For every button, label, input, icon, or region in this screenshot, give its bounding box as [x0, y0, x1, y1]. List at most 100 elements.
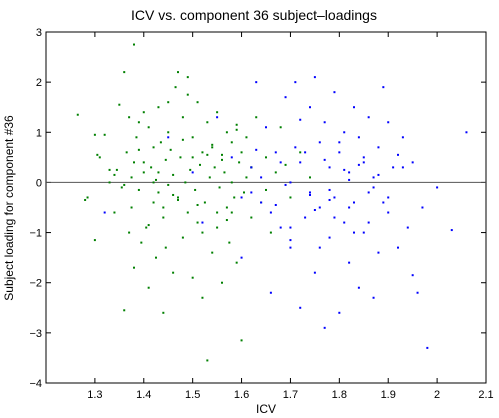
data-point [84, 198, 87, 201]
data-point [265, 188, 267, 191]
data-point [323, 326, 326, 329]
data-point [191, 156, 194, 159]
x-tick-label: 1.5 [185, 389, 200, 401]
data-point [113, 211, 116, 214]
data-point [284, 183, 287, 186]
data-point [357, 136, 360, 139]
data-point [157, 191, 160, 194]
data-point [235, 128, 238, 131]
data-point [140, 241, 143, 244]
data-point [294, 146, 297, 149]
data-point [142, 111, 145, 114]
data-point [348, 261, 351, 264]
data-point [98, 156, 101, 159]
data-point [299, 161, 302, 164]
data-point [357, 286, 360, 289]
data-point [123, 71, 126, 74]
data-point [186, 211, 189, 214]
data-point [177, 196, 179, 199]
x-axis: 1.3 1.4 1.5 1.6 1.7 1.8 1.9 2 2.1 [87, 32, 494, 401]
chart-title: ICV vs. component 36 subject–loadings [131, 7, 377, 23]
data-point [164, 246, 167, 249]
data-point [123, 183, 126, 186]
data-point [362, 231, 365, 234]
data-point [196, 221, 199, 224]
data-point [103, 211, 106, 214]
data-point [172, 193, 175, 196]
data-point [397, 246, 399, 249]
data-point [128, 116, 131, 119]
data-point [191, 136, 194, 139]
data-point [323, 158, 326, 161]
data-point [279, 226, 282, 229]
data-point [191, 276, 194, 279]
data-point [260, 176, 263, 179]
data-point [387, 211, 390, 214]
data-point [152, 201, 155, 204]
data-point [338, 141, 341, 144]
data-point [228, 241, 231, 244]
data-point [115, 168, 118, 171]
data-point [133, 43, 135, 46]
data-point [377, 173, 380, 176]
data-point [274, 203, 277, 206]
data-point [201, 296, 204, 299]
data-point [274, 151, 277, 154]
data-point [147, 286, 150, 289]
data-point [216, 111, 219, 114]
data-point [230, 211, 233, 214]
data-point [372, 296, 375, 299]
data-point [304, 151, 307, 154]
data-point [265, 126, 267, 129]
data-point [199, 163, 201, 166]
data-point [108, 168, 111, 171]
data-point [120, 186, 123, 189]
data-point [284, 163, 287, 166]
data-point [269, 291, 272, 294]
data-point [167, 101, 170, 104]
data-point [265, 156, 267, 159]
y-tick-label: −1 [29, 228, 42, 240]
data-point [225, 206, 228, 209]
data-point [240, 339, 243, 342]
data-point [155, 178, 157, 181]
data-point [289, 239, 292, 242]
data-point [164, 158, 167, 161]
data-point [348, 171, 351, 174]
data-point [328, 198, 331, 201]
data-point [411, 274, 414, 277]
x-tick-label: 1.6 [234, 389, 249, 401]
data-point [184, 181, 187, 184]
data-point [377, 146, 380, 149]
data-point [309, 176, 311, 179]
data-point [465, 131, 468, 134]
data-point [362, 161, 365, 164]
data-point [372, 186, 375, 189]
data-point [318, 141, 321, 144]
data-point [159, 141, 162, 144]
data-point [76, 113, 79, 116]
data-point [382, 86, 385, 89]
data-point [387, 196, 390, 199]
data-point [93, 239, 96, 242]
data-point [255, 116, 258, 119]
data-point [436, 186, 439, 189]
data-point [137, 148, 140, 151]
data-point [284, 96, 287, 99]
data-point [181, 116, 184, 119]
data-point [230, 181, 233, 184]
data-point [411, 161, 414, 164]
data-point [96, 153, 99, 156]
data-point [235, 261, 238, 264]
data-point [218, 186, 221, 189]
y-tick-label: 0 [36, 177, 42, 189]
data-point [338, 151, 341, 154]
data-point [338, 311, 341, 314]
data-point [240, 151, 243, 154]
data-point [318, 206, 321, 209]
data-point [401, 136, 404, 139]
data-point [309, 191, 311, 194]
data-point [274, 171, 277, 174]
data-point [421, 206, 424, 209]
data-point [357, 163, 360, 166]
